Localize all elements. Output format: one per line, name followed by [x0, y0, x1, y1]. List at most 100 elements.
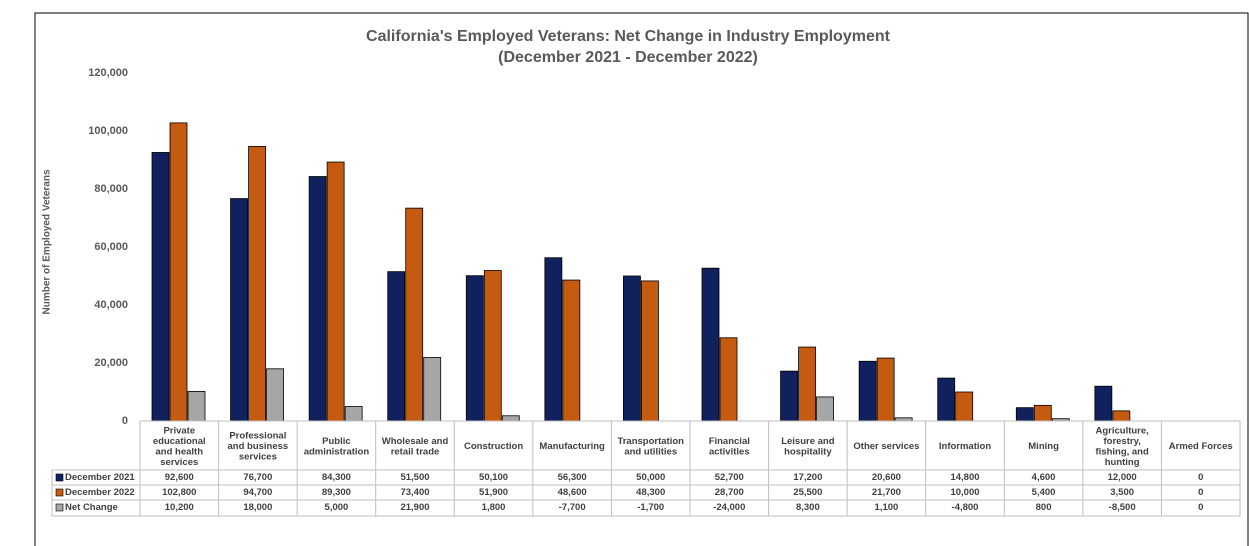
y-tick-label: 0	[122, 415, 128, 427]
x-tick-label: Mining	[1028, 441, 1059, 452]
x-tick-label: Public administration	[304, 435, 370, 457]
table-cell: 10,000	[950, 487, 979, 498]
bar	[266, 368, 284, 421]
bar	[937, 377, 956, 421]
legend-label: Net Change	[65, 502, 118, 513]
table-cell: -24,000	[713, 502, 745, 513]
bar	[816, 396, 834, 421]
table-cell: 20,600	[872, 472, 901, 483]
table-cell: 5,400	[1032, 487, 1056, 498]
table-cell: 0	[1198, 502, 1203, 513]
table-cell: 21,700	[872, 487, 901, 498]
table-cell: 3,500	[1110, 487, 1134, 498]
bar	[483, 270, 502, 421]
x-tick-label: Armed Forces	[1169, 441, 1233, 452]
bar	[1112, 410, 1131, 421]
table-cell: 92,600	[165, 472, 194, 483]
chart-title: California's Employed Veterans: Net Chan…	[366, 28, 891, 45]
x-tick-label: Professional and business services	[227, 430, 288, 462]
y-tick-label: 80,000	[94, 183, 128, 195]
table-cell: 56,300	[558, 472, 587, 483]
table-cell: 12,000	[1108, 472, 1137, 483]
x-tick-label: Private educational and health services	[153, 425, 206, 468]
x-tick-label: Construction	[464, 441, 523, 452]
bar	[405, 207, 424, 421]
bar	[308, 176, 327, 421]
table-cell: -8,500	[1109, 502, 1136, 513]
bar	[701, 267, 720, 421]
bar	[641, 280, 659, 421]
bar	[169, 122, 188, 421]
table-cell: 21,900	[400, 502, 429, 513]
table-cell: 0	[1198, 487, 1203, 498]
bar	[623, 275, 641, 421]
bar	[798, 346, 816, 421]
table-cell: 1,800	[482, 502, 506, 513]
bar	[151, 152, 170, 421]
table-cell: -1,700	[637, 502, 664, 513]
table-cell: -4,800	[952, 502, 979, 513]
table-cell: 28,700	[715, 487, 744, 498]
legend-swatch	[55, 503, 64, 512]
legend-label: December 2022	[65, 487, 135, 498]
table-cell: 48,600	[558, 487, 587, 498]
bar	[876, 357, 895, 421]
x-tick-label: Transportation and utilities	[617, 435, 684, 457]
y-tick-label: 40,000	[94, 299, 128, 311]
table-cell: 52,700	[715, 472, 744, 483]
x-tick-label: Agriculture, forestry, fishing, and hunting	[1095, 425, 1149, 468]
table-cell: 10,200	[165, 502, 194, 513]
table-cell: 51,500	[400, 472, 429, 483]
table-cell: 8,300	[796, 502, 820, 513]
y-tick-label: 60,000	[94, 241, 128, 253]
x-tick-label: Information	[939, 441, 991, 452]
bar	[1094, 385, 1113, 421]
table-cell: 76,700	[243, 472, 272, 483]
table-cell: 50,000	[636, 472, 665, 483]
y-tick-label: 20,000	[94, 357, 128, 369]
y-tick-label: 120,000	[88, 67, 128, 79]
bar	[387, 271, 406, 421]
table-cell: 800	[1036, 502, 1052, 513]
y-tick-label: 100,000	[88, 125, 128, 137]
x-tick-label: Manufacturing	[539, 441, 605, 452]
x-tick-label: Other services	[853, 441, 919, 452]
bar	[326, 161, 345, 421]
table-cell: 17,200	[793, 472, 822, 483]
x-tick-label: Financial activities	[709, 435, 750, 457]
table-cell: 73,400	[400, 487, 429, 498]
bar	[501, 415, 520, 421]
x-tick-label: Leisure and hospitality	[781, 435, 835, 457]
table-cell: 0	[1198, 472, 1203, 483]
plot	[151, 122, 1227, 421]
bar	[719, 337, 738, 421]
table-cell: -7,700	[559, 502, 586, 513]
bar	[187, 391, 206, 421]
y-axis-label: Number of Employed Veterans	[42, 169, 53, 314]
bar	[344, 406, 363, 421]
table-cell: 94,700	[243, 487, 272, 498]
table-cell: 50,100	[479, 472, 508, 483]
table-cell: 48,300	[636, 487, 665, 498]
bar	[248, 145, 266, 421]
bar	[780, 370, 798, 421]
table-cell: 89,300	[322, 487, 351, 498]
bar	[544, 257, 563, 421]
table-cell: 14,800	[950, 472, 979, 483]
table-cell: 5,000	[325, 502, 349, 513]
table-cell: 4,600	[1032, 472, 1056, 483]
bar	[230, 198, 248, 421]
table-cell: 18,000	[243, 502, 272, 513]
table-cell: 25,500	[793, 487, 822, 498]
table-cell: 102,800	[162, 487, 196, 498]
legend-label: December 2021	[65, 472, 135, 483]
chart-subtitle: (December 2021 - December 2022)	[498, 49, 758, 66]
bar	[1033, 404, 1052, 421]
bar	[423, 357, 442, 421]
table-cell: 1,100	[875, 502, 899, 513]
chart-border	[34, 12, 1249, 546]
bar	[955, 391, 974, 421]
table-cell: 51,900	[479, 487, 508, 498]
x-tick-label: Wholesale and retail trade	[382, 435, 449, 457]
